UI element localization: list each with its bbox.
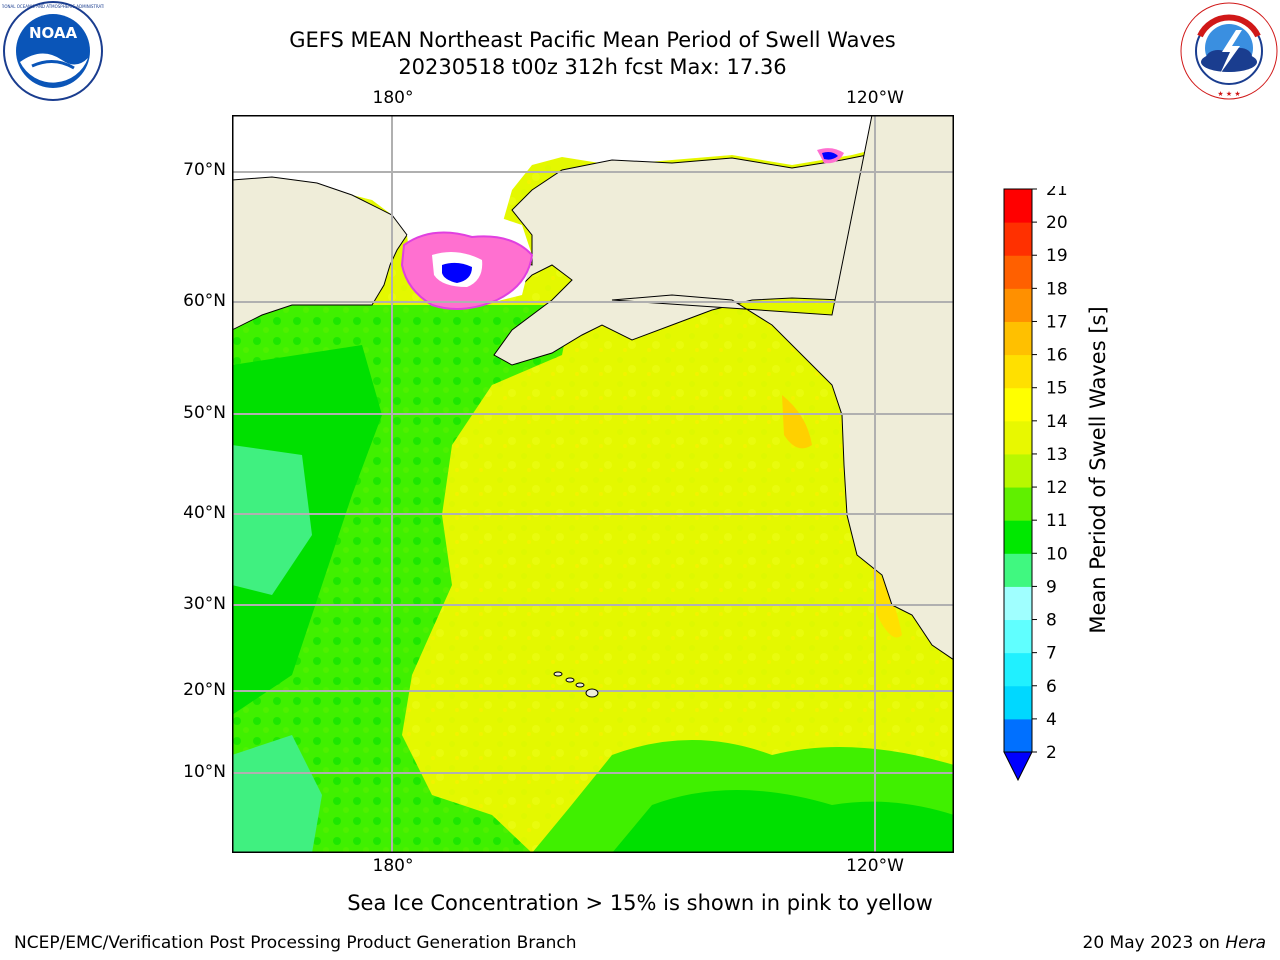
colorbar-tick-label: 8 bbox=[1046, 611, 1057, 631]
colorbar-tick-label: 10 bbox=[1046, 544, 1068, 564]
lon-label-bottom-120w: 120°W bbox=[846, 856, 904, 876]
colorbar-tick-label: 21 bbox=[1046, 186, 1068, 200]
lon-label-top-180: 180° bbox=[372, 88, 414, 108]
colorbar-segment bbox=[1004, 685, 1032, 720]
colorbar-tick-label: 19 bbox=[1046, 246, 1068, 266]
colorbar-tick-label: 9 bbox=[1046, 577, 1057, 597]
footer-credit: NCEP/EMC/Verification Post Processing Pr… bbox=[14, 933, 577, 953]
lat-label-60n: 60°N bbox=[183, 291, 226, 311]
colorbar-segment bbox=[1004, 288, 1032, 322]
lat-label-10n: 10°N bbox=[183, 762, 226, 782]
hawaii-islands bbox=[553, 671, 599, 698]
footer-date-text: 20 May 2023 on bbox=[1082, 933, 1226, 953]
svg-text:NATIONAL OCEANIC AND ATMOSPHER: NATIONAL OCEANIC AND ATMOSPHERIC ADMINIS… bbox=[2, 4, 104, 9]
map-panel bbox=[232, 115, 954, 853]
noaa-logo: NOAA NATIONAL OCEANIC AND ATMOSPHERIC AD… bbox=[2, 1, 104, 101]
colorbar-tick-label: 11 bbox=[1046, 511, 1068, 531]
nws-logo: ★ ★ ★ bbox=[1180, 2, 1278, 100]
graticule bbox=[232, 115, 954, 853]
lat-label-20n: 20°N bbox=[183, 680, 226, 700]
colorbar-outline bbox=[1003, 188, 1033, 753]
lat-label-70n: 70°N bbox=[183, 160, 226, 180]
colorbar-extend-triangle bbox=[1003, 751, 1033, 782]
colorbar-segment bbox=[1004, 520, 1032, 554]
colorbar-tick-label: 20 bbox=[1046, 213, 1068, 233]
lat-label-30n: 30°N bbox=[183, 594, 226, 614]
lon-label-top-120w: 120°W bbox=[846, 88, 904, 108]
colorbar-tick-label: 2 bbox=[1046, 743, 1057, 763]
colorbar-segment bbox=[1004, 387, 1032, 422]
colorbar-segment bbox=[1004, 354, 1032, 389]
footer-date: 20 May 2023 on Hera bbox=[1083, 933, 1267, 953]
footer-host: Hera bbox=[1225, 933, 1266, 953]
colorbar-tick-label: 13 bbox=[1046, 445, 1068, 465]
colorbar-tick-label: 14 bbox=[1046, 412, 1068, 432]
colorbar-segment bbox=[1004, 553, 1032, 587]
noaa-logo-text: NOAA bbox=[29, 24, 78, 42]
colorbar-tick-label: 16 bbox=[1046, 346, 1068, 366]
lat-label-50n: 50°N bbox=[183, 403, 226, 423]
colorbar-tick-label: 18 bbox=[1046, 279, 1068, 299]
map-subtitle: 20230518 t00z 312h fcst Max: 17.36 bbox=[398, 55, 787, 79]
svg-text:★ ★ ★: ★ ★ ★ bbox=[1217, 90, 1240, 98]
colorbar-tick-label: 6 bbox=[1046, 677, 1057, 697]
colorbar-tick-label: 4 bbox=[1046, 710, 1057, 730]
map-title: GEFS MEAN Northeast Pacific Mean Period … bbox=[289, 28, 896, 52]
colorbar-tick-label: 12 bbox=[1046, 478, 1068, 498]
lat-label-40n: 40°N bbox=[183, 503, 226, 523]
colorbar-tick-label: 17 bbox=[1046, 312, 1068, 332]
colorbar-segment bbox=[1004, 222, 1032, 256]
colorbar-tick-label: 15 bbox=[1046, 379, 1068, 399]
colorbar-segment bbox=[1004, 453, 1032, 488]
lon-label-bottom-180: 180° bbox=[372, 856, 414, 876]
colorbar-segment bbox=[1004, 487, 1032, 521]
colorbar-segment bbox=[1004, 718, 1032, 753]
colorbar-segment bbox=[1004, 586, 1032, 621]
colorbar: 2 4 6 7 8 9 10 11 12 13 14 15 16 17 18 19 20 21 bbox=[1003, 186, 1068, 782]
colorbar-label: Mean Period of Swell Waves [s] bbox=[1086, 306, 1110, 634]
colorbar-segment bbox=[1004, 255, 1032, 289]
colorbar-segment bbox=[1004, 189, 1032, 223]
colorbar-segment bbox=[1004, 420, 1032, 455]
colorbar-tick-label: 7 bbox=[1046, 644, 1057, 664]
colorbar-segment bbox=[1004, 619, 1032, 654]
sea-ice-footnote: Sea Ice Concentration > 15% is shown in … bbox=[347, 891, 933, 915]
colorbar-segment bbox=[1004, 321, 1032, 356]
colorbar-segment bbox=[1004, 652, 1032, 687]
